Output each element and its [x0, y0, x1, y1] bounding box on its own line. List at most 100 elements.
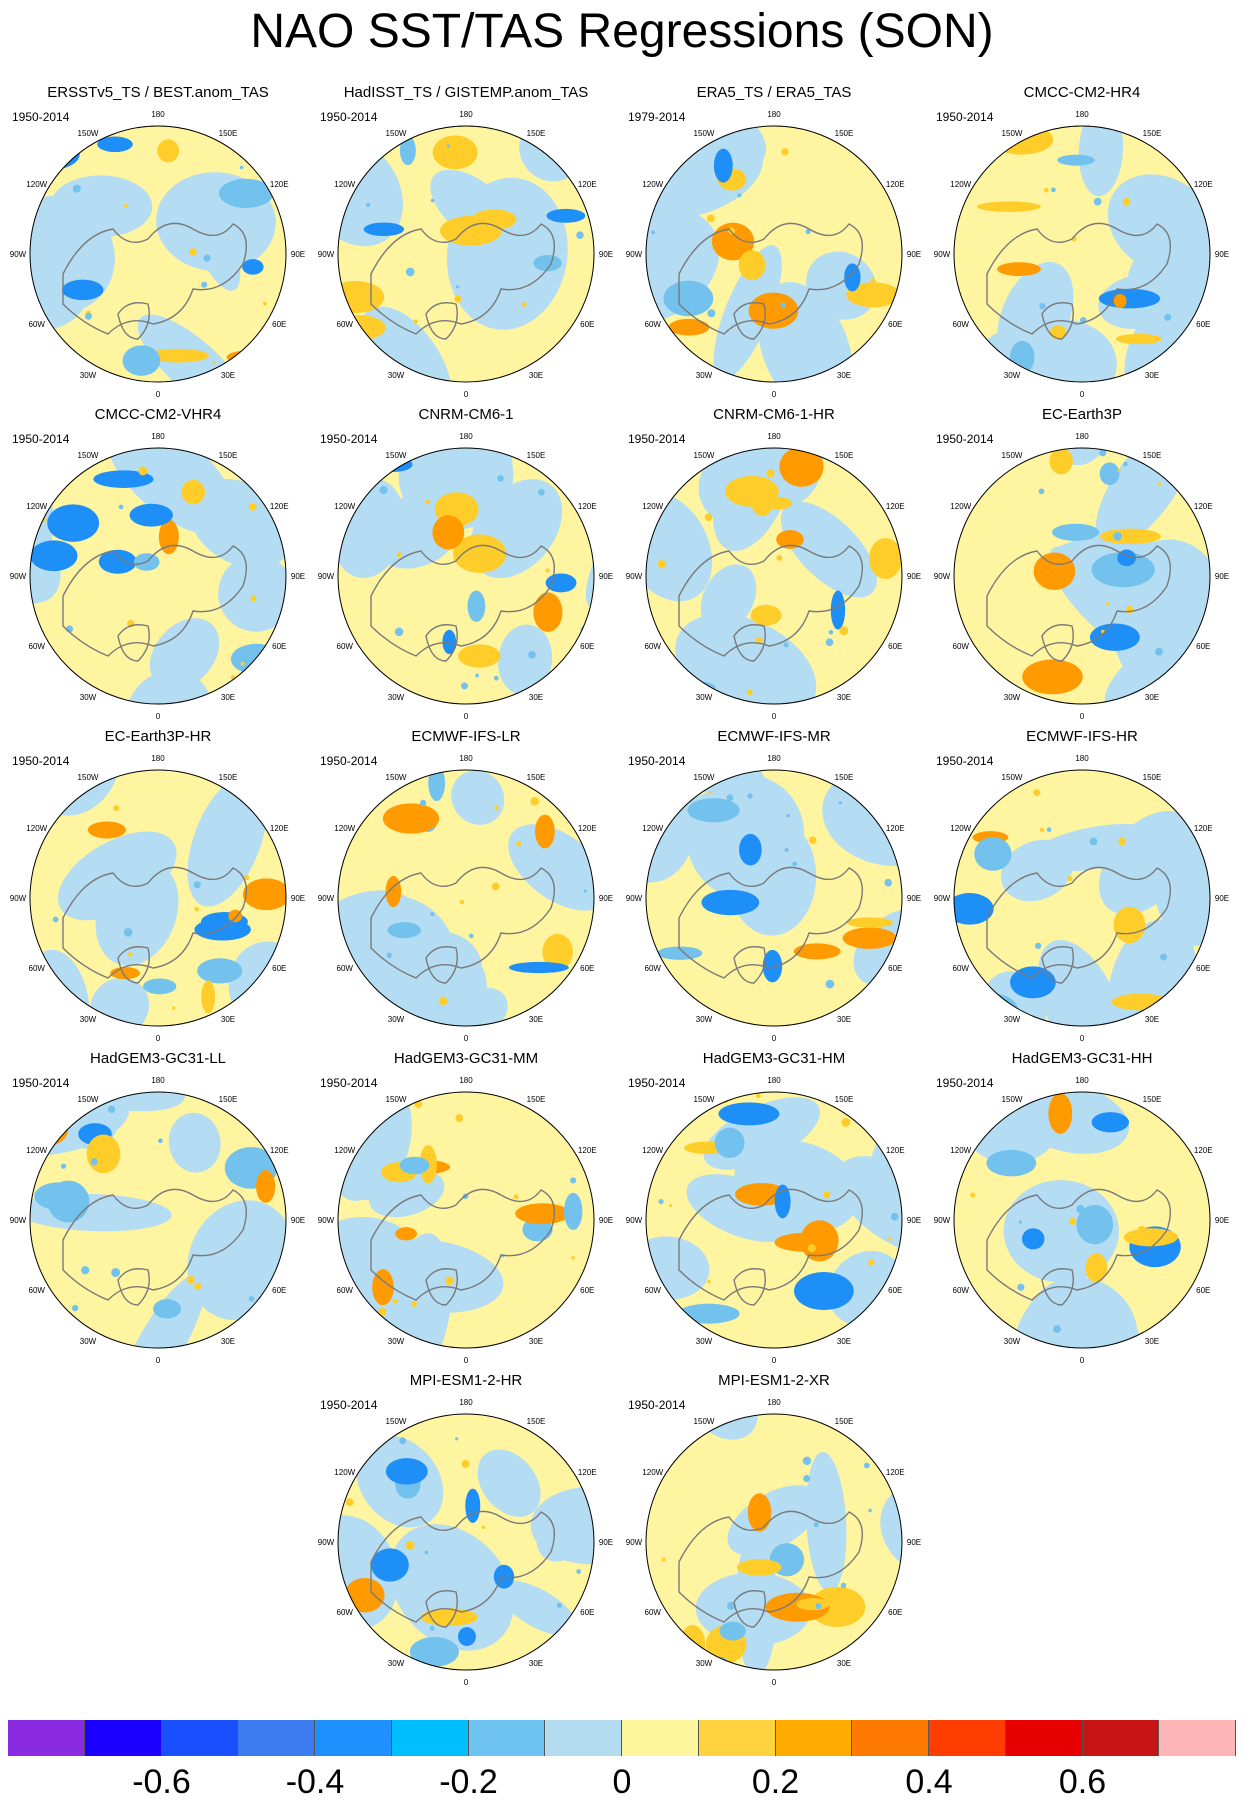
longitude-label: 30W: [388, 1659, 405, 1668]
panel-title: CMCC-CM2-VHR4: [94, 406, 222, 423]
longitude-label: 120E: [886, 1468, 905, 1477]
longitude-label: 90W: [934, 894, 951, 903]
longitude-label: 60W: [953, 642, 970, 651]
longitude-label: 60W: [29, 320, 46, 329]
longitude-label: 60W: [645, 964, 662, 973]
map-panel: MPI-ESM1-2-HR 1950-2014 180 150E 120E 90E 60E 3…: [316, 1372, 616, 1692]
longitude-label: 150E: [835, 1095, 854, 1104]
longitude-label: 150W: [386, 129, 407, 138]
longitude-label: 150W: [78, 129, 99, 138]
longitude-label: 180: [459, 1076, 473, 1085]
longitude-label: 0: [1080, 1034, 1085, 1043]
longitude-label: 0: [464, 1678, 469, 1687]
longitude-label: 60E: [272, 1286, 286, 1295]
longitude-label: 60W: [645, 1608, 662, 1617]
longitude-label: 30W: [1004, 693, 1021, 702]
polar-map: 180 150E 120E 90E 60E 30E 0 30W 60W 90W 120W 150W: [10, 754, 305, 1043]
longitude-label: 30E: [1145, 1337, 1159, 1346]
longitude-label: 120W: [334, 180, 355, 189]
longitude-label: 90W: [10, 1216, 27, 1225]
colorbar-label: 0: [612, 1763, 632, 1801]
map-panel: CNRM-CM6-1 1950-2014 180 150E 120E 90E 60E 30E 0…: [316, 406, 616, 726]
polar-map: 180 150E 120E 90E 60E 30E 0 30W 60W 90W 120W 150W: [626, 1076, 921, 1365]
longitude-label: 30E: [529, 1659, 543, 1668]
longitude-label: 0: [156, 1034, 161, 1043]
panel-title: ECMWF-IFS-HR: [1026, 728, 1138, 745]
panel-period: 1950-2014: [936, 110, 994, 124]
longitude-label: 0: [156, 390, 161, 399]
longitude-label: 30W: [696, 1337, 713, 1346]
polar-map: 180 150E 120E 90E 60E 30E 0 30W 60W 90W 120W 150W: [934, 754, 1229, 1043]
longitude-label: 0: [1080, 390, 1085, 399]
panel-period: 1950-2014: [320, 110, 378, 124]
longitude-label: 30E: [837, 1659, 851, 1668]
longitude-label: 60W: [337, 642, 354, 651]
longitude-label: 30E: [221, 1337, 235, 1346]
longitude-label: 0: [464, 1356, 469, 1365]
longitude-label: 90W: [10, 894, 27, 903]
longitude-label: 60W: [645, 320, 662, 329]
longitude-label: 120W: [334, 1146, 355, 1155]
longitude-label: 0: [1080, 1356, 1085, 1365]
longitude-label: 150E: [527, 129, 546, 138]
longitude-label: 60E: [580, 1608, 594, 1617]
longitude-label: 0: [464, 390, 469, 399]
longitude-label: 150W: [694, 1095, 715, 1104]
longitude-label: 150W: [386, 1417, 407, 1426]
longitude-label: 120W: [950, 502, 971, 511]
colorbar: -0.6 -0.4 -0.2 0 0.2 0.4 0.6: [0, 1720, 1244, 1802]
longitude-label: 90W: [626, 250, 643, 259]
panel-title: MPI-ESM1-2-HR: [409, 1372, 523, 1389]
polar-map: 180 150E 120E 90E 60E 30E 0 30W 60W 90W 120W 150W: [934, 110, 1229, 399]
polar-map: 180 150E 120E 90E 60E 30E 0 30W 60W 90W 120W 150W: [626, 432, 921, 721]
longitude-label: 30E: [221, 1015, 235, 1024]
longitude-label: 90W: [626, 572, 643, 581]
polar-map: 180 150E 120E 90E 60E 30E 0 30W 60W 90W 120W 150W: [318, 1076, 613, 1365]
map-panel: MPI-ESM1-2-XR 1950-2014 180 150E 120E 90E 60E 3…: [624, 1372, 924, 1692]
longitude-label: 0: [772, 712, 777, 721]
longitude-label: 150W: [78, 451, 99, 460]
longitude-label: 120E: [886, 824, 905, 833]
longitude-label: 120E: [578, 1468, 597, 1477]
longitude-label: 90W: [318, 1216, 335, 1225]
longitude-label: 90W: [318, 250, 335, 259]
longitude-label: 60E: [580, 642, 594, 651]
longitude-label: 60E: [272, 964, 286, 973]
longitude-label: 30E: [529, 1337, 543, 1346]
longitude-label: 120E: [270, 502, 289, 511]
longitude-label: 120E: [270, 180, 289, 189]
longitude-label: 30W: [696, 1015, 713, 1024]
polar-map: 180 150E 120E 90E 60E 30E 0 30W 60W 90W 120W 150W: [318, 1398, 613, 1687]
longitude-label: 60W: [337, 1286, 354, 1295]
longitude-label: 150E: [835, 451, 854, 460]
colorbar-label: -0.2: [439, 1763, 498, 1801]
longitude-label: 120E: [1194, 180, 1213, 189]
longitude-label: 30W: [388, 1337, 405, 1346]
longitude-label: 30W: [696, 371, 713, 380]
polar-map: 180 150E 120E 90E 60E 30E 0 30W 60W 90W 120W 150W: [10, 1076, 305, 1365]
longitude-label: 30W: [696, 1659, 713, 1668]
longitude-label: 60W: [29, 642, 46, 651]
colorbar-box: [1005, 1720, 1083, 1756]
longitude-label: 90E: [907, 572, 921, 581]
map-panel: ERSSTv5_TS / BEST.anom_TAS 1950-2014 180 15…: [8, 84, 308, 404]
colorbar-box: [391, 1720, 469, 1756]
longitude-label: 150E: [219, 1095, 238, 1104]
map-panel: EC-Earth3P 1950-2014 180 150E 120E 90E 60E 30E 0…: [932, 406, 1232, 726]
longitude-label: 120E: [270, 1146, 289, 1155]
longitude-label: 90E: [1215, 250, 1229, 259]
longitude-label: 60W: [29, 964, 46, 973]
panel-period: 1950-2014: [320, 1076, 378, 1090]
longitude-label: 30W: [388, 693, 405, 702]
panel-title: HadGEM3-GC31-LL: [90, 1050, 226, 1067]
longitude-label: 90E: [907, 250, 921, 259]
longitude-label: 150W: [78, 1095, 99, 1104]
map-panel: CMCC-CM2-HR4 1950-2014 180 150E 120E 90E 60E 30…: [932, 84, 1232, 404]
longitude-label: 150E: [527, 1095, 546, 1104]
map-panel: HadGEM3-GC31-HH 1950-2014 180 150E 120E 90E 60…: [932, 1050, 1232, 1370]
polar-map: 180 150E 120E 90E 60E 30E 0 30W 60W 90W 120W 150W: [318, 754, 613, 1043]
colorbar-label: -0.4: [285, 1763, 345, 1801]
longitude-label: 150W: [386, 773, 407, 782]
longitude-label: 120W: [334, 824, 355, 833]
longitude-label: 30W: [80, 1337, 97, 1346]
